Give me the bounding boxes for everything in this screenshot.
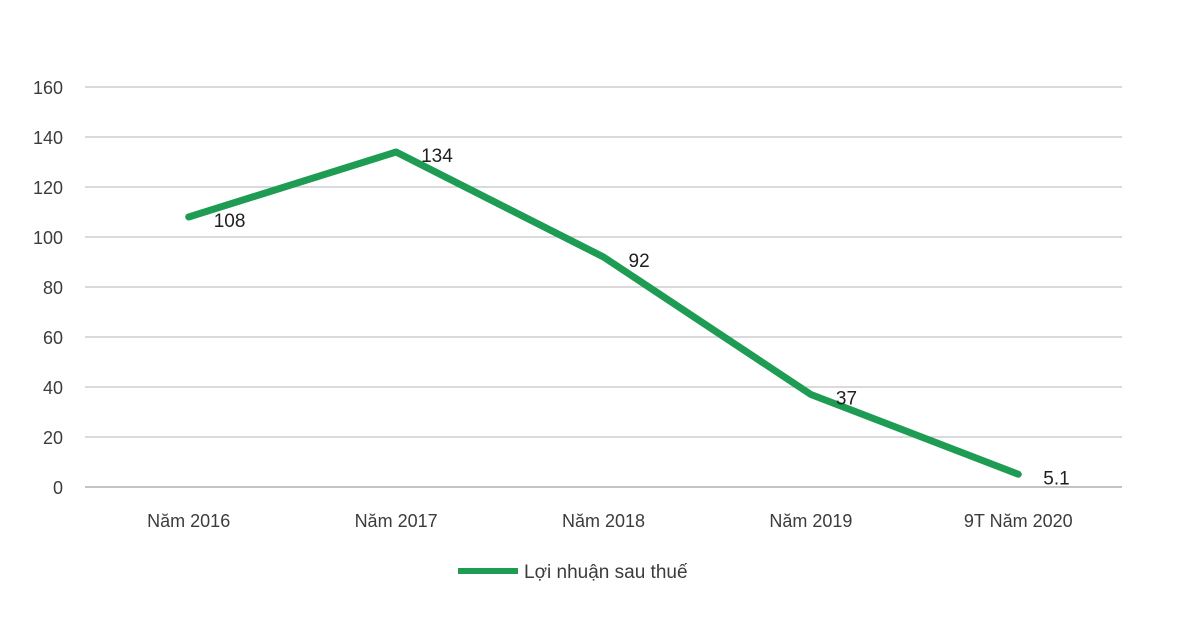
- data-label: 134: [421, 146, 453, 167]
- y-axis-tick-labels-group: 0 20 40 60 80 100 120 140 160: [33, 78, 63, 498]
- x-axis-label: Năm 2018: [562, 511, 645, 531]
- data-labels-group: 108 134 92 37 5.1: [214, 146, 1070, 489]
- x-axis-label: Năm 2019: [769, 511, 852, 531]
- data-label: 37: [836, 389, 857, 410]
- data-label: 5.1: [1043, 468, 1069, 489]
- y-axis-tick-label: 160: [33, 78, 63, 98]
- gridlines-group: [85, 86, 1122, 488]
- y-axis-tick-label: 40: [43, 378, 63, 398]
- x-axis-label: Năm 2016: [147, 511, 230, 531]
- y-axis-tick-label: 140: [33, 128, 63, 148]
- y-axis-tick-label: 120: [33, 178, 63, 198]
- y-axis-tick-label: 20: [43, 428, 63, 448]
- y-axis-tick-label: 0: [53, 478, 63, 498]
- x-axis-labels-group: Năm 2016 Năm 2017 Năm 2018 Năm 2019 9T Năm 2…: [147, 511, 1072, 531]
- legend-label: Lợi nhuận sau thuế: [524, 562, 688, 583]
- y-axis-tick-label: 80: [43, 278, 63, 298]
- data-label: 92: [629, 251, 650, 272]
- y-axis-tick-label: 100: [33, 228, 63, 248]
- x-axis-label: 9T Năm 2020: [964, 511, 1073, 531]
- series-line: [185, 148, 1022, 478]
- legend-group: Lợi nhuận sau thuế: [458, 562, 688, 583]
- data-label: 108: [214, 211, 246, 232]
- x-axis-label: Năm 2017: [355, 511, 438, 531]
- series-group: [185, 148, 1022, 478]
- y-axis-tick-label: 60: [43, 328, 63, 348]
